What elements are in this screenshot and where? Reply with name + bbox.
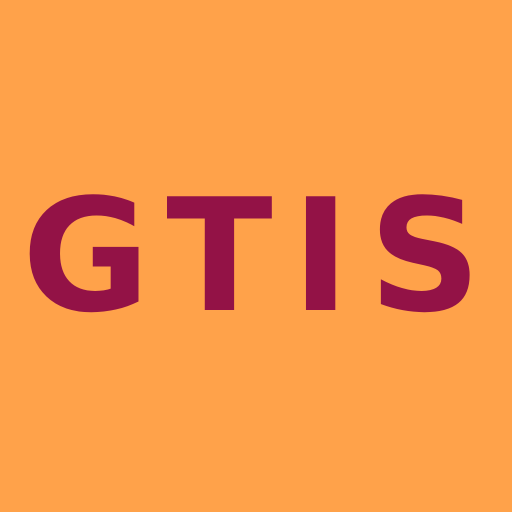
logo-text: GTIS: [21, 165, 501, 347]
logo-tile: GTIS: [0, 0, 512, 512]
